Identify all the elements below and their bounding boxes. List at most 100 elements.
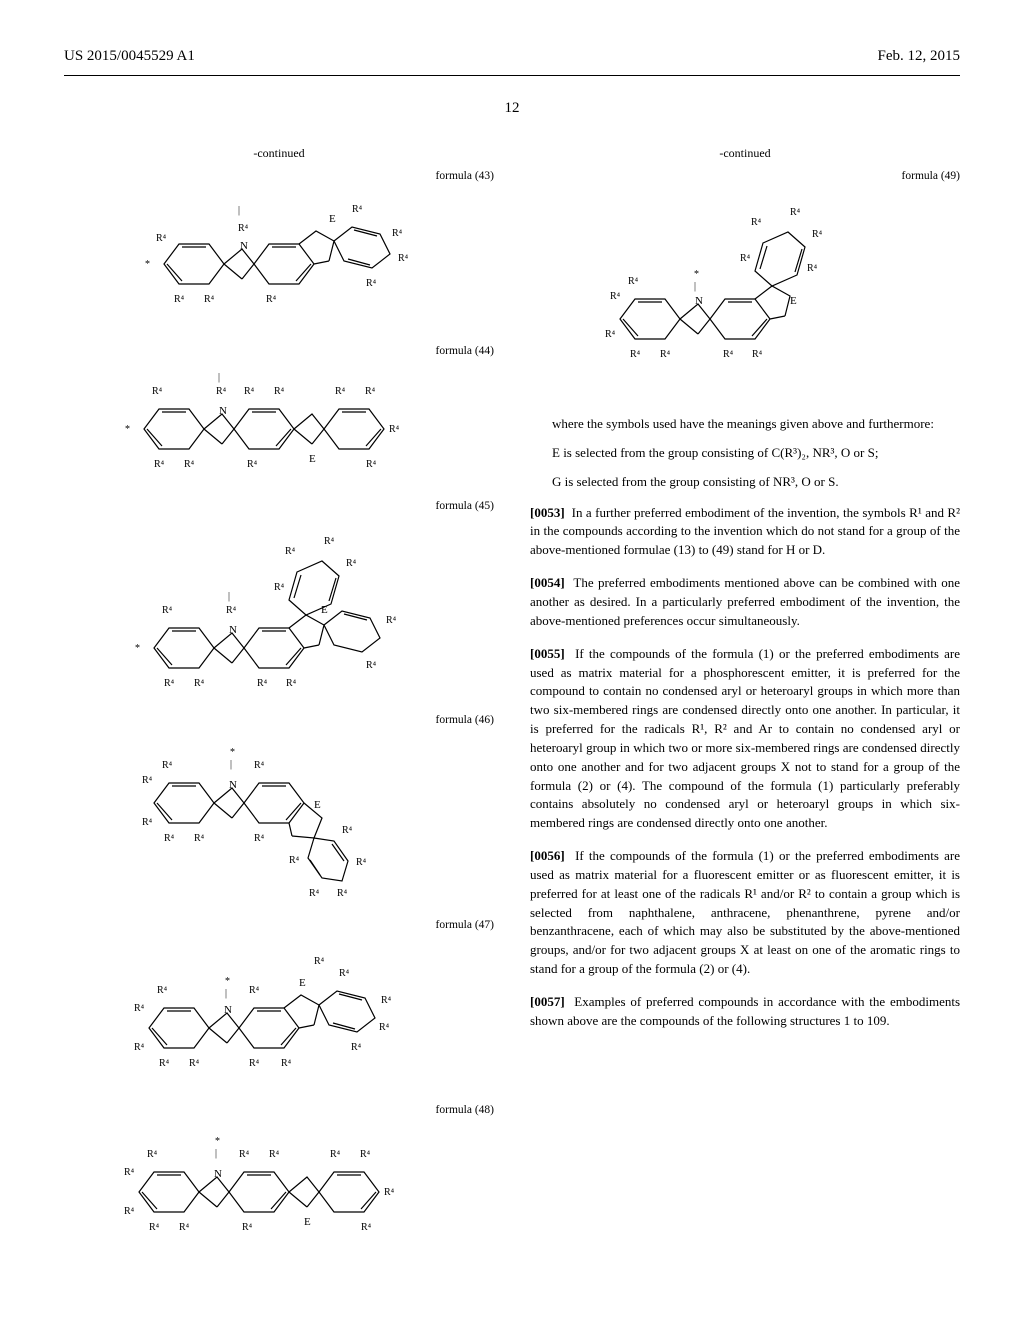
- chemical-structure-44: * R⁴ R⁴ R⁴ R⁴ | N R⁴ R⁴ R⁴ E R⁴ R⁴ R⁴ R⁴: [119, 364, 439, 494]
- paragraph-number: [0057]: [530, 994, 565, 1009]
- svg-text:R⁴: R⁴: [286, 678, 297, 689]
- definitions-intro: where the symbols used have the meanings…: [552, 415, 960, 434]
- paragraph-0055: [0055] If the compounds of the formula (…: [530, 645, 960, 833]
- svg-text:R⁴: R⁴: [660, 349, 671, 360]
- svg-text:R⁴: R⁴: [389, 424, 400, 435]
- svg-text:|: |: [225, 988, 227, 999]
- svg-text:R⁴: R⁴: [179, 1222, 190, 1233]
- svg-text:R⁴: R⁴: [361, 1222, 372, 1233]
- formula-label-44: formula (44): [64, 343, 494, 360]
- chemical-structure-48: R⁴ R⁴ R⁴ R⁴ R⁴ * | N R⁴ R⁴ R⁴ E R⁴ R⁴ R⁴…: [119, 1122, 439, 1252]
- svg-text:R⁴: R⁴: [269, 1149, 280, 1160]
- svg-text:N: N: [219, 405, 227, 417]
- svg-text:N: N: [240, 240, 248, 252]
- svg-text:N: N: [695, 295, 703, 307]
- svg-text:R⁴: R⁴: [790, 207, 801, 218]
- definitions-block: where the symbols used have the meanings…: [552, 415, 960, 492]
- svg-text:|: |: [694, 281, 696, 292]
- svg-text:R⁴: R⁴: [147, 1149, 158, 1160]
- svg-text:|: |: [238, 205, 240, 216]
- svg-text:R⁴: R⁴: [384, 1187, 395, 1198]
- svg-text:R⁴: R⁴: [812, 229, 823, 240]
- svg-text:R⁴: R⁴: [751, 217, 762, 228]
- svg-text:R⁴: R⁴: [360, 1149, 371, 1160]
- svg-text:R⁴: R⁴: [226, 605, 237, 616]
- header-rule: [64, 75, 960, 76]
- svg-text:R⁴: R⁴: [244, 386, 255, 397]
- paragraph-number: [0054]: [530, 575, 565, 590]
- svg-text:R⁴: R⁴: [184, 459, 195, 470]
- svg-text:R⁴: R⁴: [398, 253, 409, 264]
- svg-text:R⁴: R⁴: [610, 291, 621, 302]
- svg-text:R⁴: R⁴: [189, 1058, 200, 1069]
- svg-text:R⁴: R⁴: [366, 660, 377, 671]
- svg-text:R⁴: R⁴: [723, 349, 734, 360]
- svg-text:N: N: [224, 1004, 232, 1016]
- paragraph-text: In a further preferred embodiment of the…: [530, 505, 960, 558]
- formula-label-49: formula (49): [530, 168, 960, 185]
- svg-text:*: *: [125, 424, 130, 435]
- svg-text:*: *: [145, 259, 150, 270]
- continued-label-right: -continued: [530, 145, 960, 162]
- svg-text:R⁴: R⁴: [330, 1149, 341, 1160]
- application-number: US 2015/0045529 A1: [64, 48, 195, 65]
- svg-text:R⁴: R⁴: [152, 386, 163, 397]
- svg-text:|: |: [218, 372, 220, 383]
- svg-text:R⁴: R⁴: [356, 857, 367, 868]
- svg-text:R⁴: R⁴: [157, 985, 168, 996]
- svg-text:E: E: [329, 213, 336, 225]
- svg-text:R⁴: R⁴: [274, 582, 285, 593]
- page-number: 12: [64, 100, 960, 117]
- svg-text:E: E: [314, 799, 321, 811]
- svg-text:R⁴: R⁴: [156, 233, 167, 244]
- svg-text:R⁴: R⁴: [257, 678, 268, 689]
- svg-text:R⁴: R⁴: [164, 833, 175, 844]
- paragraph-0054: [0054] The preferred embodiments mention…: [530, 574, 960, 631]
- svg-text:R⁴: R⁴: [605, 329, 616, 340]
- svg-text:R⁴: R⁴: [740, 253, 751, 264]
- svg-text:R⁴: R⁴: [392, 228, 403, 239]
- paragraph-number: [0053]: [530, 505, 565, 520]
- svg-text:R⁴: R⁴: [352, 204, 363, 215]
- paragraph-text: If the compounds of the formula (1) or t…: [530, 848, 960, 976]
- svg-text:R⁴: R⁴: [324, 536, 335, 547]
- svg-text:R⁴: R⁴: [342, 825, 353, 836]
- svg-text:R⁴: R⁴: [247, 459, 258, 470]
- paragraph-number: [0056]: [530, 848, 565, 863]
- svg-text:E: E: [304, 1216, 311, 1228]
- svg-text:R⁴: R⁴: [142, 817, 153, 828]
- right-column: -continued formula (49) R⁴ R⁴: [530, 145, 960, 1254]
- svg-text:R⁴: R⁴: [204, 294, 215, 305]
- svg-text:R⁴: R⁴: [162, 760, 173, 771]
- svg-text:R⁴: R⁴: [154, 459, 165, 470]
- svg-text:R⁴: R⁴: [379, 1022, 390, 1033]
- svg-text:R⁴: R⁴: [335, 386, 346, 397]
- svg-text:R⁴: R⁴: [149, 1222, 160, 1233]
- svg-text:R⁴: R⁴: [281, 1058, 292, 1069]
- svg-text:N: N: [229, 624, 237, 636]
- svg-text:|: |: [215, 1148, 217, 1159]
- svg-text:R⁴: R⁴: [337, 888, 348, 899]
- svg-text:R⁴: R⁴: [254, 760, 265, 771]
- svg-text:R⁴: R⁴: [249, 1058, 260, 1069]
- svg-text:R⁴: R⁴: [366, 278, 377, 289]
- chemical-structure-46: R⁴ R⁴ R⁴ R⁴ R⁴ * | N R⁴ R⁴ E R⁴ R⁴ R⁴ R⁴…: [134, 733, 424, 913]
- svg-text:R⁴: R⁴: [134, 1003, 145, 1014]
- svg-text:*: *: [225, 976, 230, 987]
- svg-text:R⁴: R⁴: [386, 615, 397, 626]
- svg-text:*: *: [230, 747, 235, 758]
- formula-label-43: formula (43): [64, 168, 494, 185]
- chemical-structure-49: R⁴ R⁴ R⁴ R⁴ R⁴ * | N R⁴ R⁴ E R⁴ R⁴ R⁴ R⁴…: [595, 189, 895, 389]
- formula-label-46: formula (46): [64, 712, 494, 729]
- paragraph-0056: [0056] If the compounds of the formula (…: [530, 847, 960, 979]
- paragraph-text: The preferred embodiments mentioned abov…: [530, 575, 960, 628]
- svg-text:R⁴: R⁴: [134, 1042, 145, 1053]
- svg-text:R⁴: R⁴: [285, 546, 296, 557]
- svg-text:|: |: [230, 759, 232, 770]
- chemical-structure-45: * R⁴ R⁴ R⁴ R⁴ | N R⁴ R⁴ E R⁴ R⁴ R⁴ R⁴ R⁴…: [129, 518, 429, 708]
- svg-text:R⁴: R⁴: [366, 459, 377, 470]
- svg-text:R⁴: R⁴: [630, 349, 641, 360]
- svg-text:R⁴: R⁴: [807, 263, 818, 274]
- svg-text:R⁴: R⁴: [194, 678, 205, 689]
- svg-text:*: *: [215, 1136, 220, 1147]
